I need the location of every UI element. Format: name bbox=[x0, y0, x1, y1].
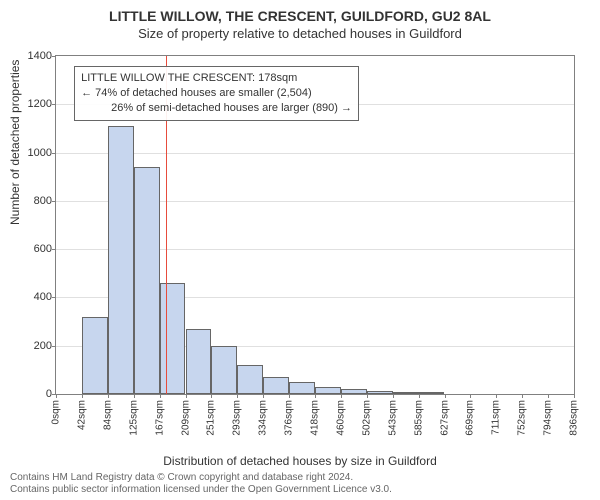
x-tick-mark bbox=[393, 394, 394, 398]
x-tick-label: 460sqm bbox=[335, 400, 346, 436]
x-tick-label: 669sqm bbox=[465, 400, 476, 436]
x-tick-label: 293sqm bbox=[232, 400, 243, 436]
histogram-bar bbox=[82, 317, 108, 394]
x-tick-label: 794sqm bbox=[543, 400, 554, 436]
x-tick-label: 0sqm bbox=[51, 400, 62, 424]
x-tick-label: 251sqm bbox=[206, 400, 217, 436]
x-tick-mark bbox=[160, 394, 161, 398]
x-tick-label: 418sqm bbox=[310, 400, 321, 436]
x-tick-label: 84sqm bbox=[102, 400, 113, 430]
x-tick-mark bbox=[263, 394, 264, 398]
histogram-bar bbox=[263, 377, 289, 394]
footer-attribution: Contains HM Land Registry data © Crown c… bbox=[10, 472, 392, 496]
x-tick-label: 42sqm bbox=[76, 400, 87, 430]
histogram-bar bbox=[393, 392, 419, 394]
x-tick-mark bbox=[419, 394, 420, 398]
y-tick-label: 1200 bbox=[28, 98, 56, 110]
x-tick-label: 209sqm bbox=[180, 400, 191, 436]
x-tick-mark bbox=[496, 394, 497, 398]
plot-area: 02004006008001000120014000sqm42sqm84sqm1… bbox=[55, 55, 575, 395]
histogram-bar bbox=[108, 126, 134, 394]
x-tick-mark bbox=[548, 394, 549, 398]
info-box-line-3: 26% of semi-detached houses are larger (… bbox=[81, 101, 352, 116]
x-tick-label: 125sqm bbox=[128, 400, 139, 436]
x-tick-label: 585sqm bbox=[413, 400, 424, 436]
x-tick-mark bbox=[237, 394, 238, 398]
x-tick-mark bbox=[522, 394, 523, 398]
x-tick-mark bbox=[82, 394, 83, 398]
histogram-bar bbox=[211, 346, 237, 394]
histogram-bar bbox=[160, 283, 186, 394]
x-tick-mark bbox=[211, 394, 212, 398]
y-tick-label: 200 bbox=[34, 340, 56, 352]
x-tick-mark bbox=[186, 394, 187, 398]
x-tick-mark bbox=[367, 394, 368, 398]
x-tick-label: 376sqm bbox=[284, 400, 295, 436]
chart-container: LITTLE WILLOW, THE CRESCENT, GUILDFORD, … bbox=[0, 0, 600, 500]
x-tick-label: 334sqm bbox=[258, 400, 269, 436]
histogram-bar bbox=[237, 365, 263, 394]
y-tick-label: 800 bbox=[34, 195, 56, 207]
x-tick-label: 543sqm bbox=[387, 400, 398, 436]
histogram-bar bbox=[186, 329, 212, 394]
x-axis-label: Distribution of detached houses by size … bbox=[0, 454, 600, 468]
x-tick-label: 167sqm bbox=[154, 400, 165, 436]
x-tick-mark bbox=[108, 394, 109, 398]
x-tick-mark bbox=[289, 394, 290, 398]
histogram-bar bbox=[315, 387, 341, 394]
y-axis-label: Number of detached properties bbox=[8, 60, 22, 225]
gridline bbox=[56, 153, 574, 154]
x-tick-label: 711sqm bbox=[491, 400, 502, 435]
x-tick-mark bbox=[341, 394, 342, 398]
x-tick-mark bbox=[315, 394, 316, 398]
x-tick-mark bbox=[574, 394, 575, 398]
histogram-bar bbox=[341, 389, 367, 394]
footer-line-2: Contains public sector information licen… bbox=[10, 484, 392, 496]
y-tick-label: 1400 bbox=[28, 50, 56, 62]
footer-line-1: Contains HM Land Registry data © Crown c… bbox=[10, 472, 392, 484]
x-tick-label: 627sqm bbox=[439, 400, 450, 436]
y-tick-label: 400 bbox=[34, 291, 56, 303]
histogram-bar bbox=[289, 382, 315, 394]
chart-subtitle: Size of property relative to detached ho… bbox=[0, 24, 600, 41]
chart-title: LITTLE WILLOW, THE CRESCENT, GUILDFORD, … bbox=[0, 0, 600, 24]
x-tick-label: 836sqm bbox=[569, 400, 580, 436]
histogram-bar bbox=[419, 392, 445, 394]
x-tick-mark bbox=[56, 394, 57, 398]
info-box-line-1: LITTLE WILLOW THE CRESCENT: 178sqm bbox=[81, 71, 352, 86]
x-tick-label: 502sqm bbox=[361, 400, 372, 436]
y-tick-label: 600 bbox=[34, 243, 56, 255]
x-tick-label: 752sqm bbox=[517, 400, 528, 436]
x-tick-mark bbox=[470, 394, 471, 398]
info-box-line-2: ← 74% of detached houses are smaller (2,… bbox=[81, 86, 352, 101]
info-box: LITTLE WILLOW THE CRESCENT: 178sqm← 74% … bbox=[74, 66, 359, 121]
histogram-bar bbox=[134, 167, 160, 394]
x-tick-mark bbox=[134, 394, 135, 398]
x-tick-mark bbox=[445, 394, 446, 398]
y-tick-label: 0 bbox=[46, 388, 56, 400]
y-tick-label: 1000 bbox=[28, 147, 56, 159]
histogram-bar bbox=[367, 391, 393, 394]
